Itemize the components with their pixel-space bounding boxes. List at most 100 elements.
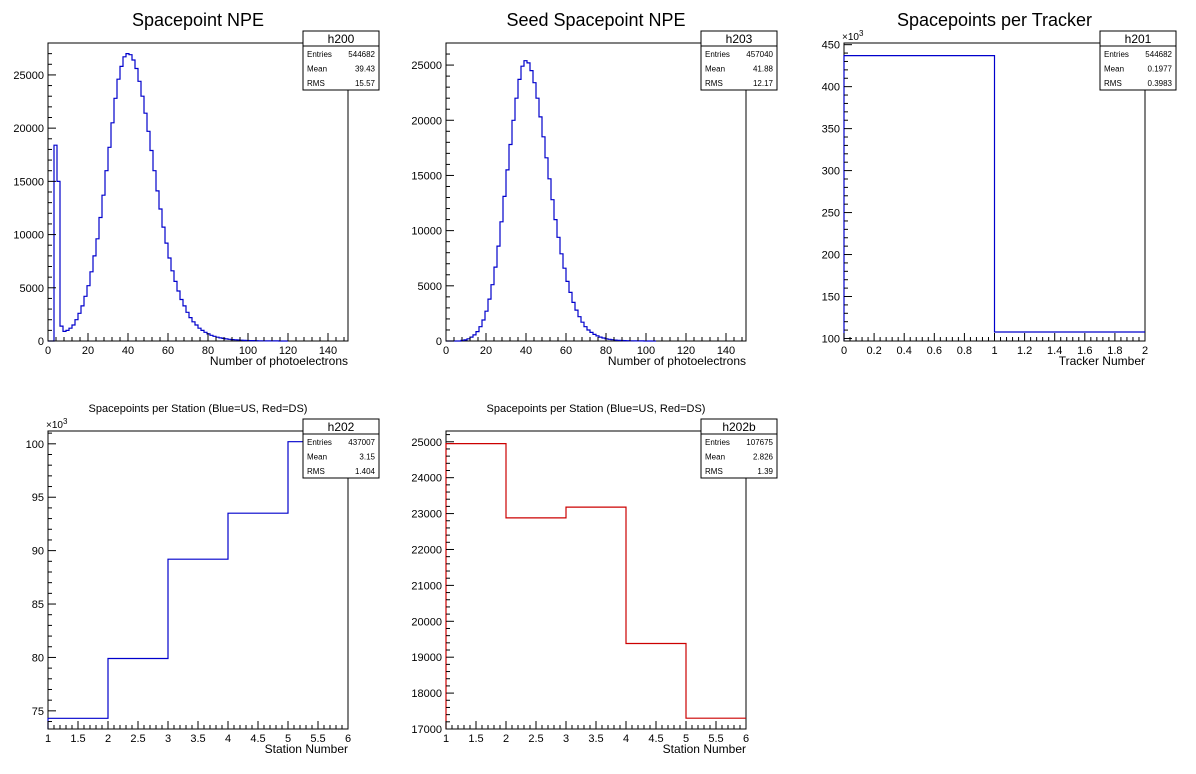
stats-value-mean: 3.15 xyxy=(359,453,375,462)
x-axis-label: Number of photoelectrons xyxy=(210,354,348,368)
x-tick-label: 60 xyxy=(560,345,572,357)
x-tick-label: 1.8 xyxy=(1107,345,1122,357)
chart-title: Seed Spacepoint NPE xyxy=(506,10,685,30)
x-tick-label: 2 xyxy=(1142,345,1148,357)
stats-value-entries: 457040 xyxy=(746,50,773,59)
y-tick-label: 10000 xyxy=(411,226,442,238)
y-tick-label: 20000 xyxy=(13,123,44,135)
x-tick-label: 4.5 xyxy=(250,733,265,745)
y-tick-label: 17000 xyxy=(411,724,442,736)
y-tick-label: 75 xyxy=(32,706,44,718)
y-tick-label: 200 xyxy=(822,250,840,262)
y-tick-label: 95 xyxy=(32,492,44,504)
x-tick-label: 20 xyxy=(480,345,492,357)
x-tick-label: 4.5 xyxy=(648,733,663,745)
stats-label-mean: Mean xyxy=(1104,65,1124,74)
x-tick-label: 6 xyxy=(345,733,351,745)
x-tick-label: 3.5 xyxy=(588,733,603,745)
x-axis-label: Tracker Number xyxy=(1059,354,1145,368)
y-tick-label: 21000 xyxy=(411,580,442,592)
x-tick-label: 2.5 xyxy=(528,733,543,745)
stats-box: h203 Entries 457040 Mean 41.88 RMS 12.17 xyxy=(700,30,778,91)
y-tick-label: 19000 xyxy=(411,652,442,664)
stats-value-mean: 2.826 xyxy=(753,453,774,462)
x-tick-label: 2 xyxy=(503,733,509,745)
y-tick-label: 24000 xyxy=(411,473,442,485)
x-tick-label: 5.5 xyxy=(310,733,325,745)
stats-label-mean: Mean xyxy=(705,65,725,74)
chart-title: Spacepoints per Tracker xyxy=(897,10,1092,30)
stats-box: h202b Entries 107675 Mean 2.826 RMS 1.39 xyxy=(700,418,778,479)
stats-label-entries: Entries xyxy=(307,50,332,59)
stats-label-mean: Mean xyxy=(307,453,327,462)
x-tick-label: 1.4 xyxy=(1047,345,1062,357)
chart-3: Spacepoints per Tracker 0 0.2 0.4 0.6 0.8 1 1.2… xyxy=(822,10,1177,368)
y-tick-label: 450 xyxy=(822,40,840,52)
x-tick-label: 0 xyxy=(841,345,847,357)
y-tick-label: 80 xyxy=(32,652,44,664)
y-tick-label: 100 xyxy=(26,439,44,451)
stats-value-rms: 1.39 xyxy=(757,467,773,476)
x-tick-label: 2 xyxy=(105,733,111,745)
stats-value-rms: 1.404 xyxy=(355,467,376,476)
chart-title: Spacepoints per Station (Blue=US, Red=DS… xyxy=(487,403,706,415)
x-tick-label: 0.8 xyxy=(957,345,972,357)
stats-label-rms: RMS xyxy=(705,467,723,476)
x-tick-label: 1 xyxy=(443,733,449,745)
y-tick-label: 5000 xyxy=(418,281,442,293)
x-tick-label: 80 xyxy=(600,345,612,357)
stats-value-rms: 15.57 xyxy=(355,79,376,88)
histogram-line xyxy=(843,55,1145,341)
x-tick-label: 40 xyxy=(122,345,134,357)
x-tick-label: 120 xyxy=(677,345,695,357)
stats-value-entries: 437007 xyxy=(348,438,375,447)
stats-label-entries: Entries xyxy=(705,438,730,447)
y-tick-label: 400 xyxy=(822,82,840,94)
x-tick-label: 0.6 xyxy=(927,345,942,357)
stats-value-entries: 544682 xyxy=(348,50,375,59)
chart-title: Spacepoint NPE xyxy=(132,10,264,30)
y-tick-label: 20000 xyxy=(411,616,442,628)
x-axis-label: Station Number xyxy=(663,742,746,756)
x-tick-label: 3 xyxy=(165,733,171,745)
y-tick-label: 350 xyxy=(822,124,840,136)
stats-value-mean: 0.1977 xyxy=(1148,65,1173,74)
x-tick-label: 4 xyxy=(225,733,231,745)
y-tick-label: 25000 xyxy=(13,70,44,82)
x-tick-label: 5 xyxy=(285,733,291,745)
stats-name: h200 xyxy=(328,32,355,46)
stats-label-entries: Entries xyxy=(1104,50,1129,59)
y-tick-label: 20000 xyxy=(411,115,442,127)
x-tick-label: 1.5 xyxy=(70,733,85,745)
y-tick-label: 22000 xyxy=(411,544,442,556)
stats-label-rms: RMS xyxy=(307,79,325,88)
stats-box: h200 Entries 544682 Mean 39.43 RMS 15.57 xyxy=(302,30,380,91)
stats-box: h202 Entries 437007 Mean 3.15 RMS 1.404 xyxy=(302,418,380,479)
x-axis-label: Number of photoelectrons xyxy=(608,354,746,368)
chart-title: Spacepoints per Station (Blue=US, Red=DS… xyxy=(89,403,308,415)
stats-value-mean: 39.43 xyxy=(355,65,376,74)
chart-1: Spacepoint NPE 0 20 40 60 80 100 120 140 0 5000 100… xyxy=(13,10,380,368)
y-tick-label: 15000 xyxy=(13,176,44,188)
y-tick-label: 15000 xyxy=(411,170,442,182)
x-tick-label: 40 xyxy=(520,345,532,357)
stats-label-rms: RMS xyxy=(307,467,325,476)
x-tick-label: 1 xyxy=(991,345,997,357)
y-tick-label: 0 xyxy=(436,336,442,348)
stats-label-rms: RMS xyxy=(705,79,723,88)
y-axis-exponent: ×103 xyxy=(842,29,864,43)
x-tick-label: 4 xyxy=(623,733,629,745)
y-tick-label: 85 xyxy=(32,599,44,611)
stats-value-entries: 107675 xyxy=(746,438,773,447)
stats-label-rms: RMS xyxy=(1104,79,1122,88)
x-tick-label: 1.6 xyxy=(1077,345,1092,357)
x-tick-label: 5.5 xyxy=(708,733,723,745)
x-tick-label: 100 xyxy=(637,345,655,357)
y-tick-label: 5000 xyxy=(20,283,44,295)
chart-2: Seed Spacepoint NPE 0 20 40 60 80 100 120 140 0 50… xyxy=(411,10,778,368)
y-tick-label: 300 xyxy=(822,166,840,178)
histogram-line xyxy=(445,443,746,729)
x-tick-label: 1.2 xyxy=(1017,345,1032,357)
histogram-line xyxy=(446,60,656,342)
stats-label-mean: Mean xyxy=(705,453,725,462)
